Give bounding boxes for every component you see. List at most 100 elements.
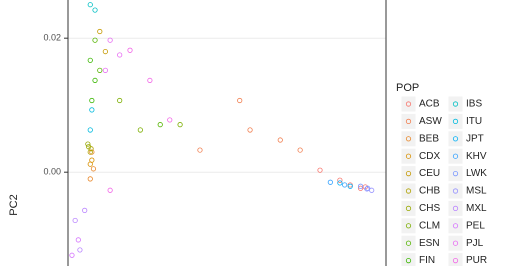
legend-label: ACB <box>419 99 440 110</box>
point <box>72 217 78 224</box>
legend-symbol <box>452 118 459 125</box>
point <box>107 37 113 43</box>
legend-symbol <box>405 240 412 246</box>
legend-label: MSL <box>466 186 487 197</box>
point <box>97 28 103 35</box>
legend-symbol <box>405 153 412 159</box>
legend-label: CLM <box>419 220 440 231</box>
legend-key <box>447 95 464 113</box>
legend-label: FIN <box>419 255 435 266</box>
legend-symbol <box>452 188 459 194</box>
point <box>147 77 153 84</box>
point <box>177 122 183 128</box>
legend-key <box>400 147 417 165</box>
legend-label: KHV <box>466 151 487 162</box>
point <box>89 157 95 163</box>
legend-label: ITU <box>466 116 482 127</box>
legend-key <box>447 112 464 130</box>
point <box>89 149 95 155</box>
point <box>347 183 353 189</box>
legend-label: CHS <box>419 203 440 214</box>
legend-key <box>447 234 464 252</box>
y-tick-label: 0.00 <box>43 167 61 177</box>
legend-symbol <box>452 223 459 229</box>
legend-symbol <box>452 136 459 142</box>
point <box>82 207 88 213</box>
plot-background <box>68 0 386 266</box>
legend-label: IBS <box>466 99 482 110</box>
point <box>197 147 203 153</box>
point <box>337 177 343 183</box>
legend-symbol <box>405 171 412 177</box>
point <box>92 77 98 84</box>
legend-key <box>400 165 417 183</box>
legend-symbol <box>405 223 412 229</box>
legend-label: ASW <box>419 116 442 127</box>
point <box>167 117 173 123</box>
point <box>102 48 108 55</box>
legend-symbol <box>405 136 412 142</box>
point <box>90 166 97 172</box>
legend-label: PUR <box>466 255 487 266</box>
point <box>87 127 93 133</box>
legend-key <box>447 199 464 217</box>
legend-label: PJL <box>466 238 484 249</box>
y-axis-title: PC2 <box>8 194 20 215</box>
point <box>342 182 348 188</box>
point <box>77 247 83 253</box>
point <box>297 147 303 153</box>
point <box>357 183 364 189</box>
point <box>117 97 123 104</box>
legend-symbol <box>405 257 412 264</box>
point <box>97 67 103 73</box>
point <box>87 176 93 182</box>
point <box>337 180 343 186</box>
legend-symbol <box>452 153 459 159</box>
legend-symbol <box>405 188 412 194</box>
legend-key <box>400 252 417 266</box>
point <box>317 167 323 173</box>
legend-label: CDX <box>419 151 440 162</box>
point <box>92 37 98 43</box>
point <box>85 141 91 147</box>
point <box>102 67 108 73</box>
legend-label: ESN <box>419 238 440 249</box>
legend-key <box>400 217 417 235</box>
point <box>157 122 163 128</box>
legend-key <box>447 165 464 183</box>
point <box>369 187 375 193</box>
point <box>107 187 113 193</box>
legend-key <box>400 234 417 252</box>
legend-key <box>447 147 464 165</box>
legend-symbol <box>452 205 459 211</box>
point <box>127 47 133 53</box>
legend-symbol <box>405 205 412 211</box>
legend-symbol <box>452 171 459 177</box>
point <box>327 179 333 185</box>
point <box>86 144 92 150</box>
legend-key <box>447 217 464 235</box>
legend-key <box>447 182 464 200</box>
legend-label: CHB <box>419 186 440 197</box>
point <box>237 97 243 104</box>
point <box>92 7 98 13</box>
point <box>247 127 253 133</box>
legend-key <box>447 130 464 148</box>
legend-key <box>447 252 464 266</box>
legend-title: POP <box>396 82 419 94</box>
legend-symbol <box>405 118 412 125</box>
legend-label: PEL <box>466 220 485 231</box>
point <box>137 127 143 133</box>
legend-label: BEB <box>419 133 439 144</box>
point <box>365 185 371 191</box>
point <box>87 57 93 63</box>
legend-label: JPT <box>466 133 484 144</box>
point <box>117 52 123 58</box>
point <box>87 2 93 8</box>
point <box>357 185 364 191</box>
legend-key <box>400 182 417 200</box>
legend-key <box>400 112 417 130</box>
legend-key <box>400 95 417 113</box>
legend-label: LWK <box>466 168 487 179</box>
